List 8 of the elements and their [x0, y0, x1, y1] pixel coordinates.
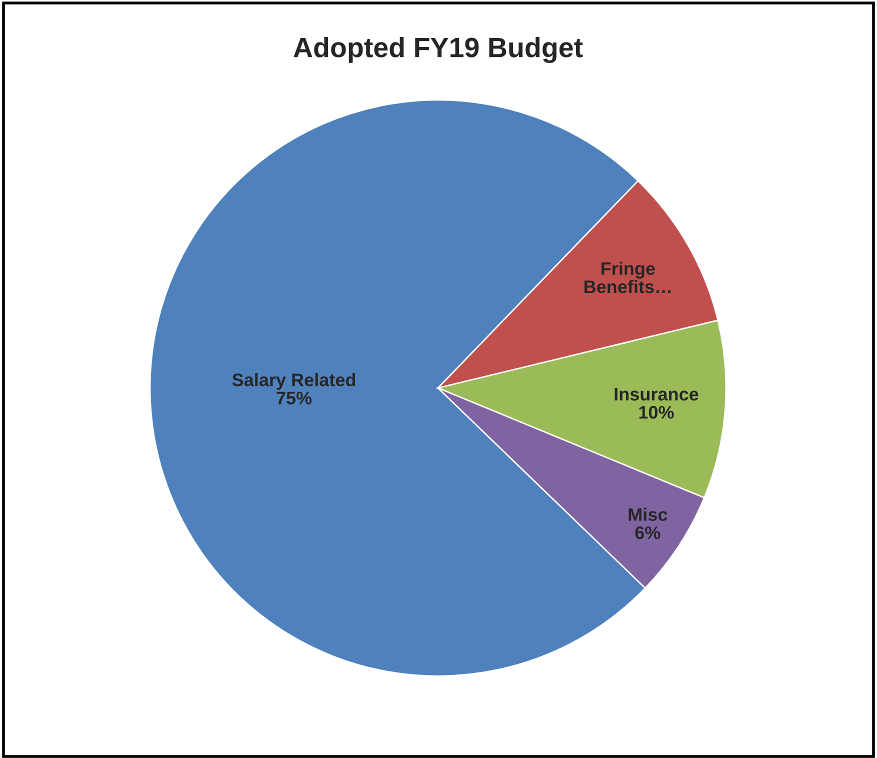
data-label: 6%	[635, 526, 660, 540]
chart-title: Adopted FY19 Budget	[294, 36, 583, 64]
data-label: 10%	[639, 406, 674, 419]
slice-label: Fringe Benefits…	[584, 262, 671, 294]
slice-label: Insurance	[614, 388, 698, 401]
slice-label: Salary Related	[232, 373, 356, 390]
slice-label: Misc	[628, 508, 668, 521]
data-label: 75%	[276, 392, 312, 404]
